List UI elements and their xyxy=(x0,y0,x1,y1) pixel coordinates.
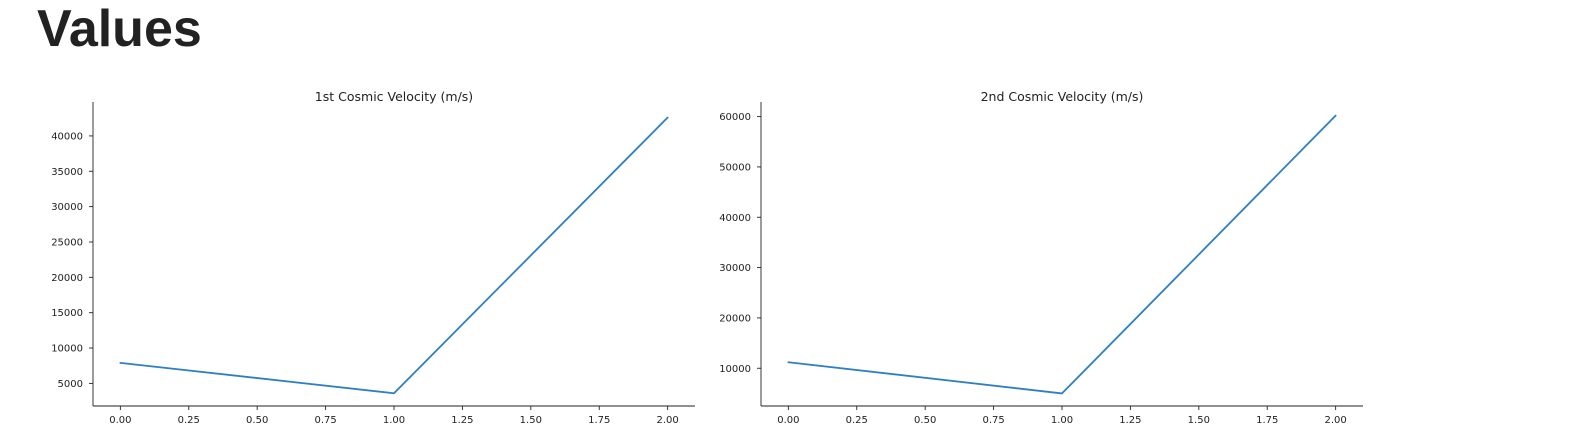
chart-title: 1st Cosmic Velocity (m/s) xyxy=(315,89,473,104)
y-tick-label: 40000 xyxy=(719,213,751,224)
x-tick-label: 2.00 xyxy=(1325,415,1347,426)
x-tick-label: 0.25 xyxy=(846,415,868,426)
x-tick-label: 0.50 xyxy=(914,415,936,426)
y-tick-label: 40000 xyxy=(51,131,83,142)
chart-1st-cosmic-velocity: 1st Cosmic Velocity (m/s) 0.00 0.25 0.50 0.… xyxy=(51,89,695,426)
x-tick-label: 2.00 xyxy=(657,415,679,426)
x-tick-label: 1.00 xyxy=(1051,415,1073,426)
x-tick-label: 1.50 xyxy=(1188,415,1210,426)
x-tick-label: 0.50 xyxy=(246,415,268,426)
y-tick-label: 5000 xyxy=(58,379,83,390)
x-tick-label: 0.00 xyxy=(109,415,131,426)
x-tick-label: 1.00 xyxy=(383,415,405,426)
x-tick-label: 0.75 xyxy=(314,415,336,426)
x-tick-label: 0.00 xyxy=(777,415,799,426)
series-line xyxy=(787,114,1337,395)
y-tick-label: 25000 xyxy=(51,237,83,248)
y-tick-label: 15000 xyxy=(51,308,83,319)
y-tick-label: 35000 xyxy=(51,167,83,178)
x-tick-label: 1.25 xyxy=(1119,415,1141,426)
chart-title: 2nd Cosmic Velocity (m/s) xyxy=(981,89,1144,104)
page-title: Values xyxy=(37,0,202,58)
y-tick-label: 20000 xyxy=(51,273,83,284)
y-tick-label: 10000 xyxy=(719,364,751,375)
x-tick-label: 1.50 xyxy=(520,415,542,426)
x-tick-label: 1.75 xyxy=(588,415,610,426)
x-tick-label: 1.75 xyxy=(1256,415,1278,426)
y-tick-label: 30000 xyxy=(51,202,83,213)
y-tick-label: 20000 xyxy=(719,313,751,324)
y-tick-label: 30000 xyxy=(719,263,751,274)
y-tick-label: 10000 xyxy=(51,344,83,355)
y-tick-label: 50000 xyxy=(719,162,751,173)
x-tick-label: 0.25 xyxy=(178,415,200,426)
chart-2nd-cosmic-velocity: 2nd Cosmic Velocity (m/s) 0.00 0.25 0.50 0.… xyxy=(719,89,1363,426)
series-line xyxy=(119,116,669,395)
x-tick-label: 1.25 xyxy=(451,415,473,426)
y-tick-label: 60000 xyxy=(719,112,751,123)
x-tick-label: 0.75 xyxy=(982,415,1004,426)
